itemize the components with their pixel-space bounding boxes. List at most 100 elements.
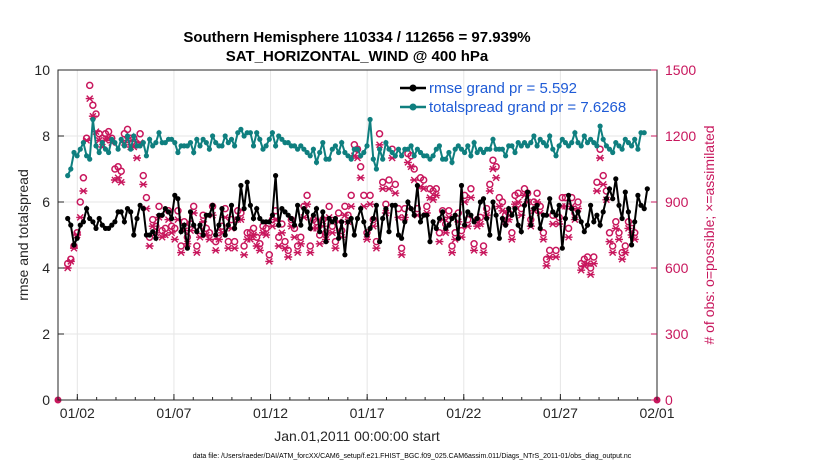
obs-possible-marker bbox=[256, 240, 264, 248]
obs-assimilated-marker bbox=[479, 249, 488, 257]
obs-possible-marker bbox=[391, 180, 400, 189]
rmse-point bbox=[169, 215, 175, 222]
obs-assimilated-marker bbox=[551, 253, 560, 261]
rmse-point bbox=[87, 215, 93, 222]
rmse-point bbox=[351, 232, 357, 238]
obs-possible-marker bbox=[542, 255, 551, 263]
totalspread-point bbox=[147, 136, 153, 142]
obs-possible-marker bbox=[281, 237, 289, 246]
totalspread-point bbox=[121, 143, 127, 149]
rmse-point bbox=[569, 206, 575, 212]
obs-assimilated-marker bbox=[375, 141, 384, 149]
totalspread-point bbox=[512, 149, 518, 156]
rmse-point bbox=[106, 225, 112, 231]
rmse-point bbox=[140, 206, 146, 212]
rmse-point bbox=[320, 209, 326, 215]
rmse-point bbox=[597, 222, 603, 228]
rmse-point bbox=[134, 215, 140, 222]
obs-possible-marker bbox=[347, 191, 355, 200]
obs-assimilated-marker bbox=[385, 185, 394, 193]
obs-assimilated-marker bbox=[586, 271, 595, 279]
obs-possible-marker bbox=[467, 185, 475, 193]
obs-possible-marker bbox=[331, 237, 340, 246]
rmse-point bbox=[348, 215, 354, 222]
obs-possible-marker bbox=[514, 189, 522, 197]
totalspread-point bbox=[417, 149, 424, 156]
obs-possible-marker bbox=[243, 229, 251, 237]
rmse-point bbox=[178, 229, 184, 235]
totalspread-point bbox=[140, 140, 146, 146]
totalspread-point bbox=[430, 153, 436, 159]
rmse-point bbox=[550, 209, 556, 215]
totalspread-point bbox=[490, 136, 496, 142]
rmse-point bbox=[121, 219, 127, 225]
obs-possible-marker bbox=[552, 246, 560, 255]
totalspread-point bbox=[625, 140, 632, 146]
obs-possible-marker bbox=[123, 125, 132, 134]
rmse-point bbox=[332, 215, 338, 222]
totalspread-point bbox=[452, 146, 458, 152]
obs-possible-marker bbox=[356, 163, 365, 171]
obs-possible-marker bbox=[230, 237, 239, 246]
obs-possible-marker bbox=[177, 242, 185, 250]
totalspread-point bbox=[112, 140, 118, 146]
totalspread-point bbox=[395, 146, 402, 152]
totalspread-point bbox=[477, 146, 483, 152]
totalspread-point bbox=[373, 166, 379, 172]
totalspread-point bbox=[600, 136, 606, 142]
rmse-point bbox=[295, 202, 301, 208]
tick-layer: 0 2 4 6 8 10 0 300 600 900 1200 1500 01/02 01/07 01/12… bbox=[34, 62, 696, 421]
totalspread-point bbox=[354, 146, 361, 152]
rmse-point bbox=[342, 252, 348, 258]
rmse-point bbox=[575, 209, 581, 215]
obs-possible-marker bbox=[334, 209, 343, 217]
totalspread-point bbox=[509, 143, 515, 149]
y-tick-label-right: 600 bbox=[665, 260, 689, 276]
totalspread-point bbox=[197, 143, 203, 149]
obs-possible-marker bbox=[432, 185, 441, 193]
rmse-point bbox=[594, 212, 600, 218]
totalspread-point bbox=[443, 156, 449, 162]
totalspread-point bbox=[118, 136, 124, 142]
rmse-point bbox=[531, 206, 537, 212]
obs-possible-marker bbox=[486, 180, 494, 189]
totalspread-point bbox=[619, 146, 625, 152]
totalspread-point bbox=[336, 149, 342, 156]
obs-assimilated-marker bbox=[621, 249, 630, 257]
rmse-point bbox=[184, 245, 190, 251]
rmse-point bbox=[484, 215, 490, 222]
totalspread-point bbox=[156, 130, 162, 136]
obs-assimilated-marker bbox=[419, 185, 428, 193]
rmse-point bbox=[395, 232, 402, 238]
rmse-point bbox=[443, 225, 449, 231]
rmse-point bbox=[273, 173, 279, 179]
obs-assimilated-marker bbox=[132, 154, 141, 162]
rmse-point bbox=[480, 196, 487, 202]
rmse-point bbox=[326, 215, 332, 222]
obs-possible-marker bbox=[325, 202, 333, 211]
obs-assimilated-marker bbox=[114, 174, 123, 182]
totalspread-point bbox=[143, 153, 149, 159]
obs-possible-marker bbox=[498, 198, 507, 206]
totalspread-point bbox=[68, 166, 74, 172]
rmse-point bbox=[206, 212, 212, 218]
rmse-point bbox=[172, 192, 178, 198]
totalspread-point bbox=[273, 143, 279, 149]
obs-assimilated-marker bbox=[205, 235, 214, 243]
obs-assimilated-marker bbox=[274, 242, 283, 250]
obs-possible-marker bbox=[89, 101, 97, 109]
rmse-point bbox=[503, 222, 509, 228]
totalspread-point bbox=[594, 143, 600, 149]
rmse-point bbox=[65, 215, 71, 222]
obs-possible-marker bbox=[492, 163, 500, 171]
totalspread-point bbox=[342, 149, 348, 156]
rmse-point bbox=[622, 189, 628, 195]
rmse-point bbox=[232, 225, 238, 231]
obs-assimilated-marker bbox=[331, 244, 340, 252]
totalspread-point bbox=[99, 140, 105, 146]
rmse-point bbox=[99, 222, 105, 228]
rmse-point bbox=[392, 202, 398, 208]
totalspread-point bbox=[80, 140, 86, 146]
obs-assimilated-marker bbox=[63, 264, 72, 272]
totalspread-point bbox=[219, 143, 225, 149]
